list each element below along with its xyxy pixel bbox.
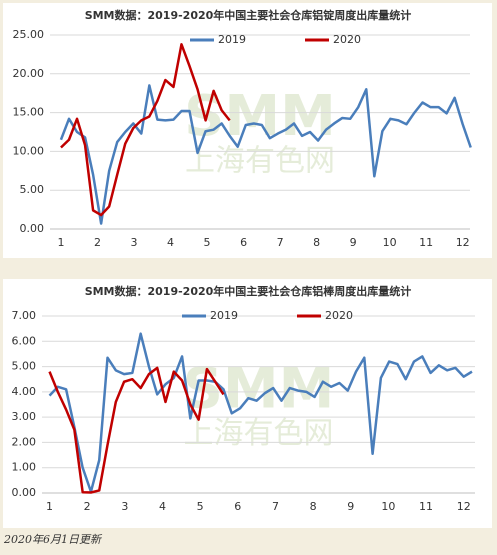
x-tick-label: 4	[167, 236, 174, 249]
x-tick-label: 8	[313, 236, 320, 249]
x-tick-label: 7	[277, 236, 284, 249]
line-series	[60, 43, 231, 217]
x-tick-label: 10	[383, 236, 397, 249]
x-tick-label: 6	[234, 500, 241, 513]
y-tick-label: 25.00	[13, 28, 45, 41]
chart-title: SMM数据：2019-2020年中国主要社会仓库铝锭周度出库量统计	[85, 8, 412, 22]
y-tick-label: 6.00	[12, 334, 37, 347]
x-tick-label: 12	[456, 236, 470, 249]
watermark: 上海有色网	[185, 144, 335, 179]
y-tick-label: 10.00	[13, 144, 45, 157]
x-tick-label: 10	[381, 500, 395, 513]
x-tick-label: 1	[57, 236, 64, 249]
x-tick-label: 11	[419, 236, 433, 249]
y-tick-label: 4.00	[12, 385, 37, 398]
y-tick-label: 3.00	[12, 410, 37, 423]
x-tick-label: 4	[159, 500, 166, 513]
x-tick-label: 6	[240, 236, 247, 249]
chart-title: SMM数据：2019-2020年中国主要社会仓库铝棒周度出库量统计	[85, 284, 412, 298]
x-tick-label: 2	[94, 236, 101, 249]
line-series	[48, 366, 225, 494]
x-tick-label: 5	[197, 500, 204, 513]
x-tick-label: 8	[310, 500, 317, 513]
legend-label: 2020	[325, 309, 353, 322]
y-tick-label: 5.00	[20, 183, 45, 196]
x-tick-label: 12	[457, 500, 471, 513]
x-tick-label: 1	[46, 500, 53, 513]
watermark: SMM	[183, 357, 335, 422]
y-tick-label: 0.00	[20, 222, 45, 235]
x-tick-label: 7	[272, 500, 279, 513]
y-tick-label: 20.00	[13, 67, 45, 80]
x-tick-label: 5	[204, 236, 211, 249]
x-tick-label: 3	[121, 500, 128, 513]
x-tick-label: 9	[350, 236, 357, 249]
panel	[3, 279, 492, 528]
x-tick-label: 3	[131, 236, 138, 249]
y-tick-label: 2.00	[12, 435, 37, 448]
legend-label: 2019	[218, 33, 246, 46]
y-tick-label: 7.00	[12, 309, 37, 322]
y-tick-label: 5.00	[12, 360, 37, 373]
panel	[3, 3, 492, 258]
watermark: 上海有色网	[184, 416, 334, 451]
line-series	[59, 84, 472, 225]
y-tick-label: 1.00	[12, 461, 37, 474]
y-tick-label: 0.00	[12, 486, 37, 499]
legend-label: 2020	[333, 33, 361, 46]
y-tick-label: 15.00	[13, 106, 45, 119]
line-series	[48, 332, 473, 493]
watermark: SMM	[184, 84, 336, 149]
x-tick-label: 11	[419, 500, 433, 513]
x-tick-label: 2	[84, 500, 91, 513]
legend-label: 2019	[210, 309, 238, 322]
x-tick-label: 9	[347, 500, 354, 513]
footer: 2020年6月1日更新	[3, 533, 103, 546]
